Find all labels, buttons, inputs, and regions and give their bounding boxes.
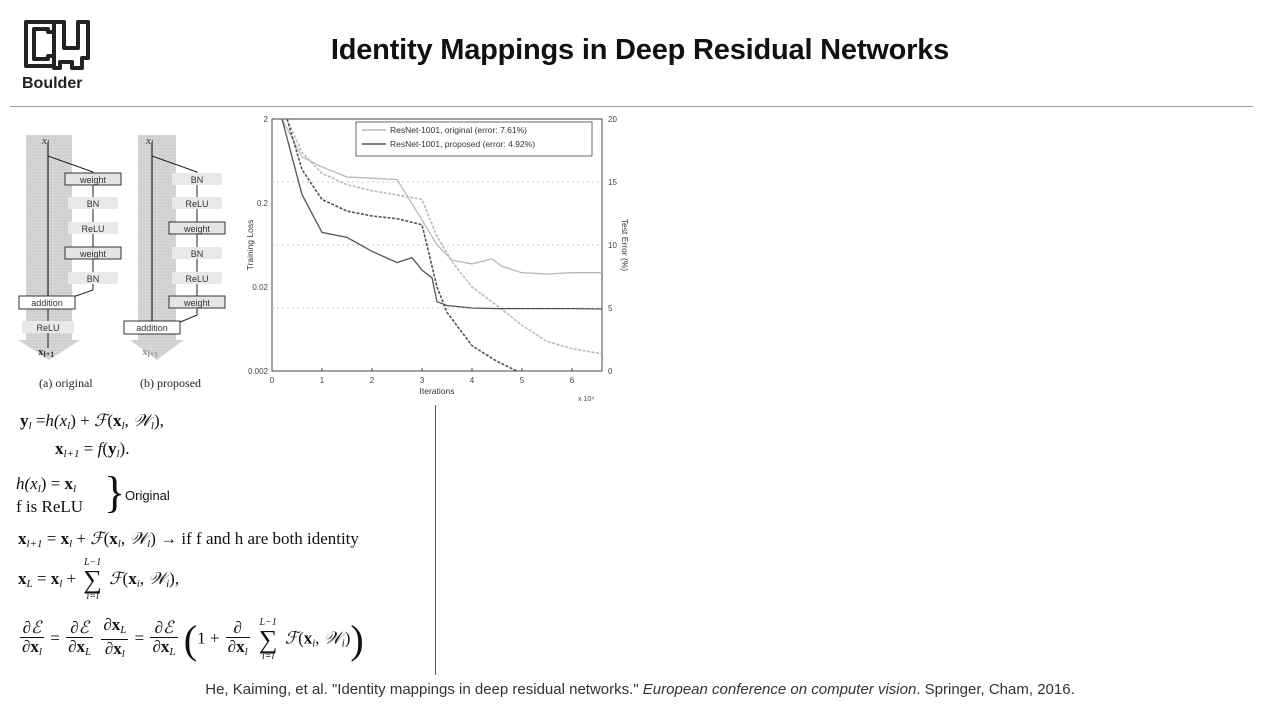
diagram-a-block-2: BN bbox=[87, 199, 100, 209]
diagram-b-block-4: BN bbox=[191, 249, 204, 259]
diagram-b-block-2: ReLU bbox=[185, 199, 208, 209]
legend-box bbox=[355, 121, 593, 157]
y-right-tick-label: 5 bbox=[608, 304, 613, 313]
series-2-test-error-line bbox=[281, 118, 603, 310]
diagram-b-block-5: ReLU bbox=[185, 274, 208, 284]
y-right-tick-label: 0 bbox=[608, 367, 613, 376]
diagram-b-block-3: weight bbox=[183, 224, 211, 234]
series-1-test-error-line bbox=[281, 118, 602, 275]
diagram-a-block-4: weight bbox=[79, 249, 107, 259]
y-left-tick-label: 0.02 bbox=[252, 283, 268, 292]
diagram-b-block-1: BN bbox=[191, 175, 204, 185]
legend-entry: ResNet-1001, proposed (error: 4.92%) bbox=[390, 139, 535, 149]
vertical-divider bbox=[435, 405, 436, 675]
diagram-b-block-6: weight bbox=[183, 298, 211, 308]
logo-text: Boulder bbox=[22, 75, 83, 92]
x-tick-label: 6 bbox=[570, 376, 575, 385]
diagram-b-caption: (b) proposed bbox=[140, 376, 201, 390]
x-axis-label: Iterations bbox=[420, 386, 455, 396]
y-left-tick-label: 0.2 bbox=[257, 199, 269, 208]
y-right-tick-label: 20 bbox=[608, 115, 617, 124]
x-tick-label: 3 bbox=[420, 376, 425, 385]
legend-entry: ResNet-1001, original (error: 7.61%) bbox=[390, 125, 527, 135]
y-left-tick-label: 0.002 bbox=[248, 367, 269, 376]
equation-gradient: ∂ℰ ∂xl = ∂ℰ ∂xL ∂xL ∂xl = ∂ℰ ∂xL (1 + ∂ ∂xl L… bbox=[20, 615, 364, 662]
y-right-axis-label: Test Error (%) bbox=[620, 219, 630, 272]
diagram-b-output: xl+1 bbox=[142, 346, 158, 359]
x-tick-label: 2 bbox=[370, 376, 375, 385]
y-left-tick-label: 2 bbox=[264, 115, 269, 124]
brace: } bbox=[104, 468, 126, 517]
diagram-a-block-3: ReLU bbox=[81, 224, 104, 234]
diagram-a-input: xl bbox=[41, 135, 50, 148]
diagram-a-block-1: weight bbox=[79, 175, 107, 185]
equation-h-identity: h(xl) = xl bbox=[16, 474, 77, 495]
original-label: Original bbox=[125, 488, 170, 503]
x-tick-label: 5 bbox=[520, 376, 525, 385]
diagram-b-input: xl bbox=[145, 135, 154, 148]
diagram-a-caption: (a) original bbox=[39, 376, 93, 390]
diagram-a-addition: addition bbox=[31, 298, 63, 308]
diagram-a-output: xl+1 bbox=[38, 346, 54, 359]
y-right-tick-label: 15 bbox=[608, 178, 617, 187]
header-divider bbox=[10, 106, 1253, 107]
diagram-b-addition: addition bbox=[136, 323, 168, 333]
equation-unrolled-sum: xL = xl + L−1 ∑ i=l ℱ(xi, 𝒲i), bbox=[18, 557, 180, 602]
diagram-b-blocks bbox=[168, 173, 226, 309]
equation-f-relu: f is ReLU bbox=[16, 497, 84, 516]
diagram-a-block-5: BN bbox=[87, 274, 100, 284]
y-left-axis-label: Training Loss bbox=[245, 220, 255, 271]
slide-title: Identity Mappings in Deep Residual Netwo… bbox=[330, 34, 950, 66]
series-1-training-loss-line bbox=[286, 118, 603, 355]
x-tick-label: 0 bbox=[270, 376, 275, 385]
equation-activation: xl+1 = f(yl). bbox=[55, 439, 130, 460]
y-right-tick-label: 10 bbox=[608, 241, 617, 250]
series-2-training-loss-line bbox=[286, 118, 518, 372]
diagram-a-post-relu: ReLU bbox=[36, 323, 59, 333]
citation: He, Kaiming, et al. "Identity mappings i… bbox=[205, 681, 1075, 698]
equation-residual-unit: yl =h(xl) + ℱ(xl, 𝒲l), bbox=[20, 411, 164, 432]
x-tick-label: 4 bbox=[470, 376, 475, 385]
x-tick-label: 1 bbox=[320, 376, 325, 385]
diagram-original: xl weight BN ReLU weight BN addition ReL… bbox=[18, 135, 122, 360]
x-multiplier: x 10⁴ bbox=[578, 396, 594, 403]
equation-identity-case: xl+1 = xl + ℱ(xl, 𝒲l) → if f and h are b… bbox=[18, 529, 359, 550]
diagram-proposed: xl BN ReLU weight BN ReLU weight additio… bbox=[123, 135, 226, 360]
cu-logo bbox=[24, 20, 90, 70]
diagram-a-blocks bbox=[64, 172, 122, 284]
